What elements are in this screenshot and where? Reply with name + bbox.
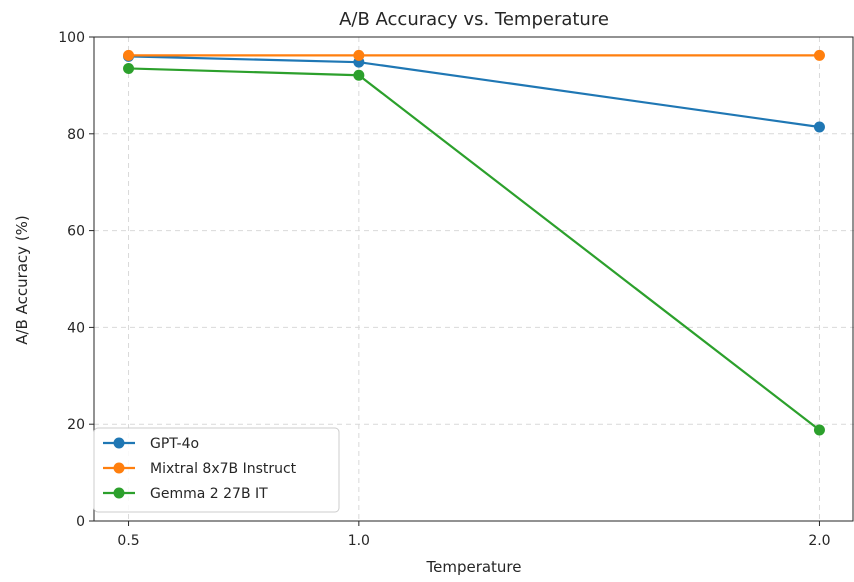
data-point (123, 62, 135, 74)
x-axis-label: Temperature (425, 558, 521, 576)
y-tick-label: 100 (58, 30, 85, 46)
data-point (813, 49, 825, 61)
plot-frame (93, 36, 854, 522)
tick-labels: 0.5 1.0 2.0 0 20 40 60 80 100 (58, 30, 830, 549)
legend: GPT-4o Mixtral 8x7B Instruct Gemma 2 27B I… (93, 427, 340, 513)
series-line (128, 55, 820, 129)
y-tick-label: 80 (67, 127, 85, 143)
legend-label: Gemma 2 27B IT (150, 486, 268, 502)
legend-marker (113, 487, 125, 499)
y-axis-label: A/B Accuracy (%) (13, 215, 31, 345)
y-tick-label: 0 (76, 514, 85, 530)
legend-marker (113, 437, 125, 449)
series-gpt-4o (123, 50, 825, 133)
series-gemma-2-27b-it (123, 62, 825, 436)
y-tick-label: 40 (67, 320, 85, 336)
series-mixtral-8x7b-instruct (123, 49, 825, 61)
legend-label: Mixtral 8x7B Instruct (150, 461, 297, 477)
data-point (353, 49, 365, 61)
legend-item: Gemma 2 27B IT (103, 486, 268, 502)
y-tick-label: 60 (67, 224, 85, 240)
legend-marker (113, 462, 125, 474)
y-tick-label: 20 (67, 417, 85, 433)
legend-item: GPT-4o (103, 436, 199, 452)
x-tick-label: 1.0 (348, 533, 370, 549)
data-point (123, 49, 135, 61)
axes (93, 36, 854, 522)
x-tick-label: 0.5 (117, 533, 139, 549)
legend-label: GPT-4o (150, 436, 199, 452)
data-point (813, 121, 825, 133)
data-point (353, 69, 365, 81)
chart-title: A/B Accuracy vs. Temperature (339, 9, 609, 30)
series-layer (123, 49, 825, 436)
legend-box (93, 427, 340, 513)
data-point (813, 424, 825, 436)
series-line (128, 67, 821, 431)
x-tick-label: 2.0 (808, 533, 830, 549)
legend-item: Mixtral 8x7B Instruct (103, 461, 297, 477)
